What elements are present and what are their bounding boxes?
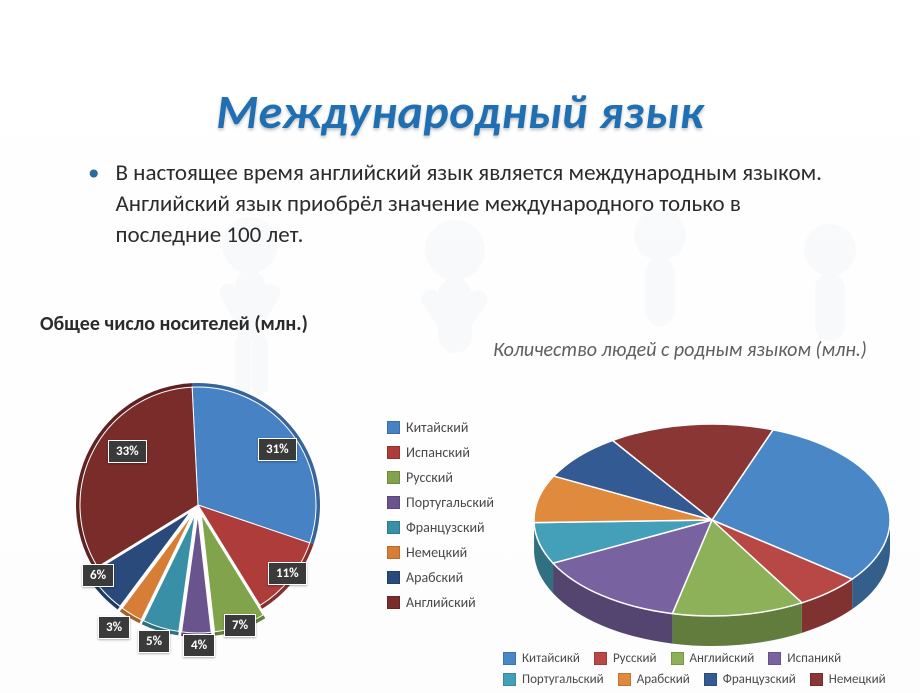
legend-swatch [387,446,400,459]
legend-label: Китайский [406,415,468,440]
legend-label: Португальский [522,672,604,687]
chart1-title: Общее число носителей (млн.) [40,312,308,336]
legend-swatch [810,673,823,686]
legend-swatch [387,521,400,534]
legend-swatch [387,571,400,584]
chart2-legend-item: Немецкий [810,672,886,687]
bullet-marker: • [88,158,99,251]
legend-label: Арабский [406,565,463,590]
chart1-slice-label: 6% [82,564,114,587]
chart1-legend-item: Английский [387,590,494,615]
legend-label: Русский [613,651,657,666]
chart1-legend-item: Французский [387,515,494,540]
legend-label: Английский [406,590,476,615]
legend-swatch [671,652,684,665]
chart2-legend-item: Китайсикй [503,651,580,666]
chart2-legend-item: Португальский [503,672,604,687]
legend-label: Английский [690,651,755,666]
legend-swatch [618,673,631,686]
chart1-slice-label: 5% [138,630,170,653]
legend-swatch [503,652,516,665]
legend-swatch [387,471,400,484]
chart1-slice-label: 11% [268,562,307,585]
chart1-legend-item: Русский [387,465,494,490]
chart2-legend-item: Испаникй [768,651,841,666]
legend-swatch [387,546,400,559]
chart2-legend-item: Русский [594,651,657,666]
chart1-slice-label: 7% [224,614,256,637]
chart1-legend-item: Испанский [387,440,494,465]
chart2-legend-item: Французский [704,672,796,687]
bullet-item: • В настоящее время английский язык явля… [88,158,848,251]
legend-label: Португальский [406,490,494,515]
legend-swatch [387,496,400,509]
chart1-legend-item: Арабский [387,565,494,590]
legend-label: Немецкий [406,540,467,565]
chart2-legend-item: Арабский [618,672,690,687]
legend-label: Русский [406,465,453,490]
legend-label: Немецкий [829,672,886,687]
legend-swatch [594,652,607,665]
legend-label: Французский [406,515,485,540]
chart1-legend-item: Португальский [387,490,494,515]
legend-label: Испанский [406,440,470,465]
chart1-slice-label: 33% [108,440,147,463]
legend-label: Испаникй [787,651,841,666]
bullet-text: В настоящее время английский язык являет… [115,158,848,251]
legend-label: Арабский [637,672,690,687]
chart1-slice-label: 31% [258,438,297,461]
chart1-legend-item: Немецкий [387,540,494,565]
chart1-slice-label: 3% [98,616,130,639]
legend-swatch [704,673,717,686]
chart2-legend-item: Английский [671,651,755,666]
legend-label: Французский [723,672,796,687]
chart1-legend-item: Китайский [387,415,494,440]
legend-swatch [387,596,400,609]
chart2-title: Количество людей с родным языком (млн.) [455,338,905,362]
chart1-legend: КитайскийИспанскийРусскийПортугальскийФр… [387,415,494,615]
legend-swatch [768,652,781,665]
chart1-slice-label: 4% [183,634,215,657]
chart2-legend: Китайсикй Русский Английский Испаникй Португ… [503,651,913,687]
legend-swatch [503,673,516,686]
slide-title: Международный язык [0,82,920,141]
legend-swatch [387,421,400,434]
legend-label: Китайсикй [522,651,580,666]
